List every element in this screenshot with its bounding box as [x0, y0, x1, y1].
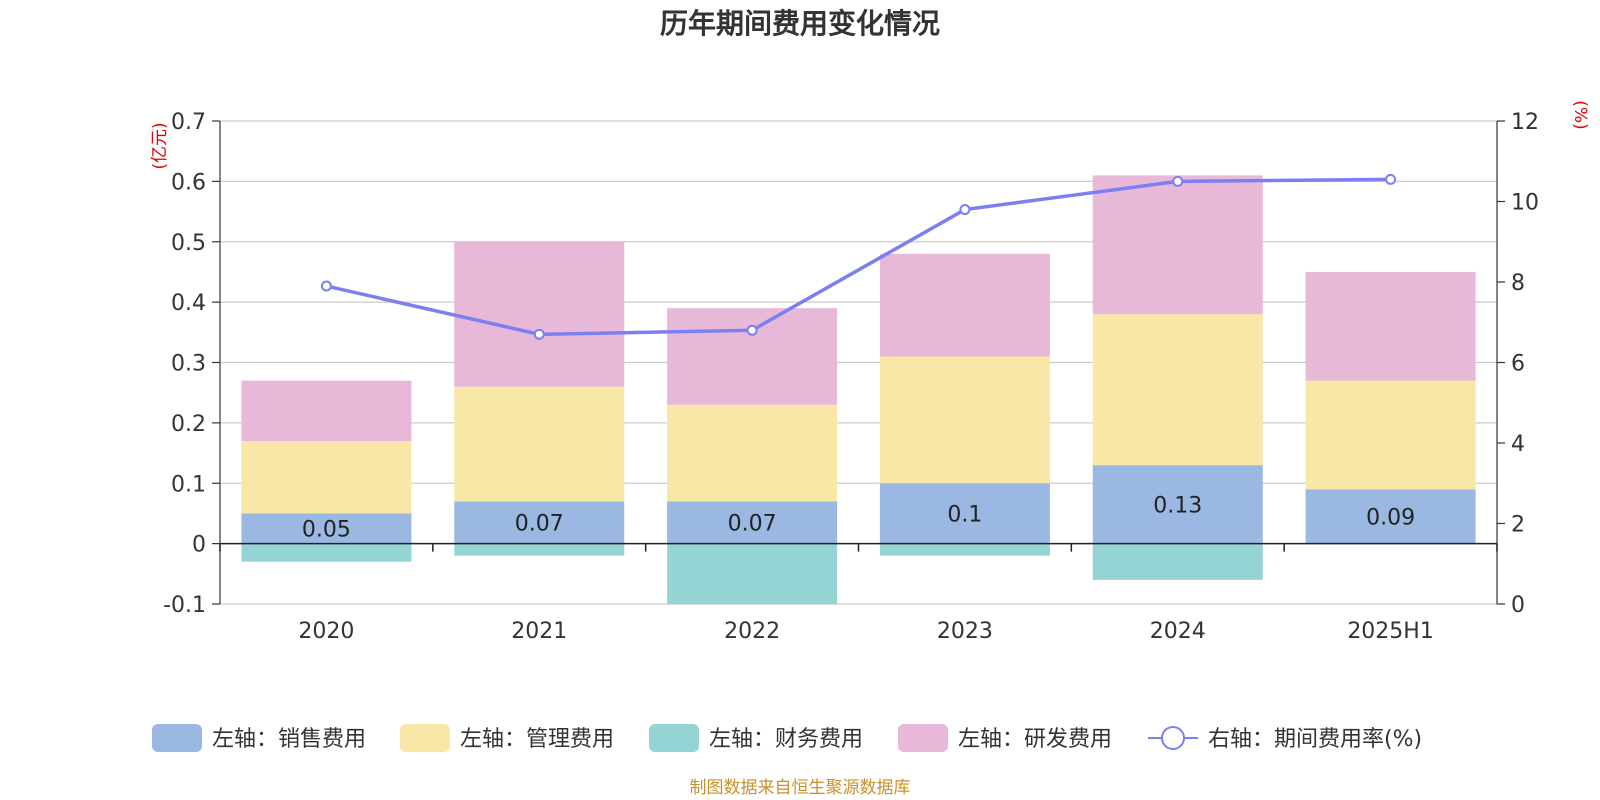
bar-segment — [454, 241, 625, 387]
x-tick-label: 2023 — [937, 619, 993, 644]
legend-marker — [1161, 726, 1185, 750]
right-tick-label: 8 — [1511, 271, 1525, 296]
bar-segment — [1305, 271, 1476, 381]
left-tick-label: 0 — [192, 533, 206, 558]
right-tick-label: 10 — [1511, 191, 1539, 216]
left-tick-label: 0.1 — [171, 472, 206, 497]
bar-segment — [241, 543, 412, 562]
bar-segment — [454, 386, 625, 502]
rate-point — [320, 280, 332, 292]
right-tick-label: 12 — [1511, 110, 1539, 135]
bar-segment — [241, 440, 412, 514]
x-tick-label: 2025H1 — [1347, 619, 1434, 644]
data-label: 0.1 — [947, 502, 982, 527]
right-tick-label: 0 — [1511, 593, 1525, 618]
legend-swatch — [649, 724, 699, 752]
bar-segment — [667, 501, 838, 544]
bar-segment — [1305, 380, 1476, 490]
grid-lines — [220, 120, 1497, 605]
bar-segment — [241, 380, 412, 441]
legend-swatch — [152, 724, 202, 752]
rate-point — [959, 204, 971, 216]
right-axis-unit: (%) — [1570, 100, 1590, 129]
legend-label: 左轴：财务费用 — [709, 727, 863, 752]
bar-segment — [454, 543, 625, 556]
legend-label: 左轴：管理费用 — [460, 727, 614, 752]
rate-point — [746, 324, 758, 336]
x-tick-label: 2020 — [298, 619, 354, 644]
legend-label: 右轴：期间费用率(%) — [1208, 727, 1422, 752]
bar-segment — [879, 543, 1050, 556]
left-axis-unit: (亿元) — [150, 122, 170, 169]
legend: 左轴：销售费用 左轴：管理费用 左轴：财务费用 左轴：研发费用 右轴：期间费用率(%) — [152, 724, 1422, 752]
bar-segment — [1092, 465, 1263, 544]
x-tick-label: 2021 — [511, 619, 567, 644]
bar-segment — [454, 501, 625, 544]
rate-line-path — [326, 177, 1391, 337]
source-note: 制图数据来自恒生聚源数据库 — [690, 778, 911, 798]
bars — [241, 175, 1476, 604]
bar-segment — [241, 513, 412, 544]
data-labels: 0.05 0.07 0.07 0.1 0.13 0.09 — [302, 493, 1415, 542]
data-label: 0.07 — [515, 511, 564, 536]
bar-segment — [879, 253, 1050, 357]
bar-segment — [667, 543, 838, 604]
chart-title: 历年期间费用变化情况 — [660, 7, 940, 40]
bar-segment — [667, 308, 838, 405]
rate-point — [1172, 175, 1184, 187]
bar-segment — [879, 483, 1050, 544]
bar-segment — [1305, 489, 1476, 544]
data-label: 0.05 — [302, 518, 351, 543]
legend-swatch — [898, 724, 948, 752]
bar-segment — [879, 356, 1050, 484]
rate-point — [1385, 173, 1397, 185]
bar-segment — [1092, 314, 1263, 466]
left-tick-label: 0.4 — [171, 291, 206, 316]
right-tick-label: 6 — [1511, 352, 1525, 377]
x-tick-label: 2024 — [1150, 619, 1206, 644]
bar-segment — [667, 404, 838, 502]
left-tick-label: -0.1 — [163, 593, 206, 618]
axes: -0.1 0 0.1 0.2 0.3 0.4 0.5 0.6 0.7 0 2 4 6 8 10 12 2020 2… — [163, 110, 1539, 644]
bar-segment — [1092, 543, 1263, 580]
rate-point — [533, 328, 545, 340]
left-tick-label: 0.6 — [171, 170, 206, 195]
right-tick-label: 2 — [1511, 513, 1525, 538]
legend-swatch — [400, 724, 450, 752]
data-label: 0.13 — [1153, 493, 1202, 518]
legend-label: 左轴：销售费用 — [212, 727, 366, 752]
data-label: 0.07 — [728, 511, 777, 536]
left-tick-label: 0.5 — [171, 231, 206, 256]
left-tick-label: 0.3 — [171, 352, 206, 377]
x-tick-label: 2022 — [724, 619, 780, 644]
bar-segment — [1092, 175, 1263, 315]
left-tick-label: 0.7 — [171, 110, 206, 135]
left-tick-label: 0.2 — [171, 412, 206, 437]
legend-label: 左轴：研发费用 — [958, 727, 1112, 752]
right-tick-label: 4 — [1511, 432, 1525, 457]
data-label: 0.09 — [1366, 505, 1415, 530]
rate-line — [320, 173, 1397, 340]
